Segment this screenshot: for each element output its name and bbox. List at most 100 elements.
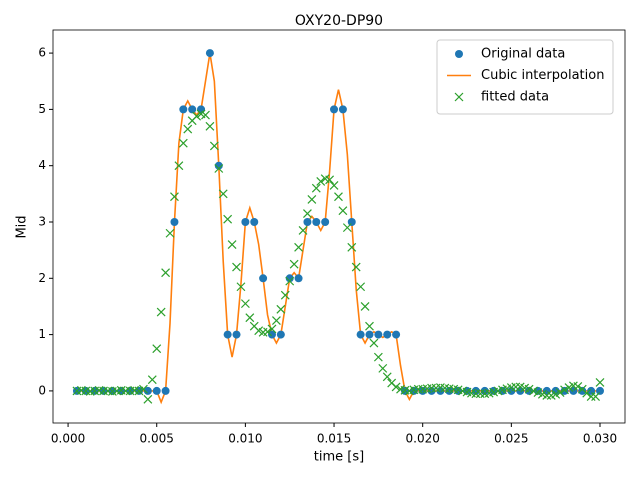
cross-stroke bbox=[356, 282, 366, 292]
cross-marker bbox=[271, 316, 281, 325]
cross-stroke bbox=[170, 192, 179, 202]
cross-marker bbox=[316, 177, 326, 186]
cross-stroke bbox=[76, 385, 86, 395]
cross-stroke bbox=[453, 385, 463, 395]
cross-marker bbox=[586, 392, 596, 401]
cross-stroke bbox=[435, 383, 445, 392]
cross-stroke bbox=[267, 324, 277, 334]
cross-stroke bbox=[218, 189, 228, 199]
cross-stroke bbox=[533, 388, 543, 398]
cross-marker bbox=[542, 390, 552, 400]
data-point bbox=[374, 330, 383, 339]
cross-stroke bbox=[152, 344, 162, 354]
cross-stroke bbox=[121, 386, 131, 396]
cross-marker bbox=[263, 327, 272, 337]
cross-stroke bbox=[529, 386, 538, 396]
cross-stroke bbox=[307, 195, 317, 204]
data-point bbox=[152, 386, 161, 395]
cross-stroke bbox=[382, 372, 392, 382]
cross-marker bbox=[174, 161, 184, 171]
cross-marker bbox=[143, 394, 153, 404]
y-tick-label: 4 bbox=[38, 158, 46, 172]
cross-marker bbox=[267, 324, 277, 334]
data-point bbox=[197, 105, 206, 114]
y-tick-label: 6 bbox=[38, 46, 46, 60]
axes-frame bbox=[52, 29, 626, 424]
cross-stroke bbox=[511, 382, 521, 392]
cross-stroke bbox=[103, 386, 113, 396]
cross-stroke bbox=[555, 388, 565, 398]
cross-stroke bbox=[378, 363, 388, 373]
cross-stroke bbox=[223, 214, 233, 224]
cross-stroke bbox=[214, 164, 224, 173]
cross-stroke bbox=[462, 387, 472, 397]
cross-marker bbox=[209, 141, 219, 151]
cross-stroke bbox=[577, 384, 587, 394]
cross-marker bbox=[555, 388, 565, 398]
cross-marker bbox=[294, 242, 303, 252]
data-point bbox=[587, 386, 596, 395]
cross-marker bbox=[303, 209, 312, 218]
cross-stroke bbox=[174, 161, 184, 171]
cross-stroke bbox=[573, 381, 583, 391]
cross-marker bbox=[240, 299, 250, 309]
data-point bbox=[392, 330, 401, 339]
cross-stroke bbox=[595, 378, 605, 387]
cross-stroke bbox=[520, 383, 530, 393]
cross-stroke bbox=[413, 384, 423, 394]
data-point bbox=[445, 386, 454, 395]
cross-marker bbox=[232, 262, 241, 272]
cross-stroke bbox=[316, 177, 326, 186]
data-point bbox=[471, 386, 480, 395]
cross-marker bbox=[369, 338, 379, 348]
cross-stroke bbox=[391, 382, 401, 392]
cross-marker bbox=[139, 384, 148, 394]
data-point bbox=[267, 330, 276, 339]
plot-area bbox=[72, 49, 605, 405]
cross-stroke bbox=[178, 138, 188, 148]
y-tick-label: 0 bbox=[38, 383, 46, 397]
cross-marker bbox=[298, 226, 308, 235]
cross-marker bbox=[471, 389, 481, 399]
data-point bbox=[560, 386, 569, 395]
cross-marker bbox=[347, 242, 357, 252]
cross-marker bbox=[245, 313, 255, 323]
data-point bbox=[418, 386, 427, 395]
cross-marker bbox=[454, 92, 464, 102]
cross-marker bbox=[325, 175, 335, 185]
x-tick-label: 0.015 bbox=[317, 432, 351, 446]
cross-stroke bbox=[449, 384, 459, 394]
cross-marker bbox=[170, 192, 179, 202]
cross-stroke bbox=[236, 282, 246, 292]
x-tick-label: 0.005 bbox=[140, 432, 174, 446]
cross-stroke bbox=[139, 384, 148, 394]
data-point bbox=[338, 105, 347, 114]
x-tick-label: 0.030 bbox=[583, 432, 617, 446]
cross-stroke bbox=[245, 313, 255, 323]
cross-stroke bbox=[263, 327, 272, 337]
data-point bbox=[170, 217, 179, 226]
cross-marker bbox=[227, 240, 237, 249]
cross-stroke bbox=[342, 223, 352, 233]
cross-marker bbox=[214, 164, 224, 173]
cross-marker bbox=[183, 124, 193, 134]
data-point bbox=[276, 330, 285, 339]
y-axis-label: Mid bbox=[15, 215, 30, 238]
cross-marker bbox=[595, 378, 605, 387]
data-point bbox=[205, 49, 214, 58]
cross-stroke bbox=[280, 290, 290, 300]
cross-marker bbox=[236, 282, 246, 292]
data-point bbox=[480, 386, 489, 395]
cross-marker bbox=[192, 111, 202, 121]
cross-marker bbox=[351, 262, 361, 272]
data-point bbox=[223, 330, 232, 339]
cross-stroke bbox=[130, 385, 139, 395]
legend-label: Cubic interpolation bbox=[481, 68, 604, 83]
cross-stroke bbox=[289, 259, 299, 269]
cross-marker bbox=[373, 352, 383, 362]
cross-stroke bbox=[156, 307, 166, 317]
cross-marker bbox=[121, 386, 131, 396]
x-axis-label: time [s] bbox=[314, 450, 364, 465]
cross-stroke bbox=[209, 141, 219, 151]
cross-stroke bbox=[254, 326, 264, 336]
